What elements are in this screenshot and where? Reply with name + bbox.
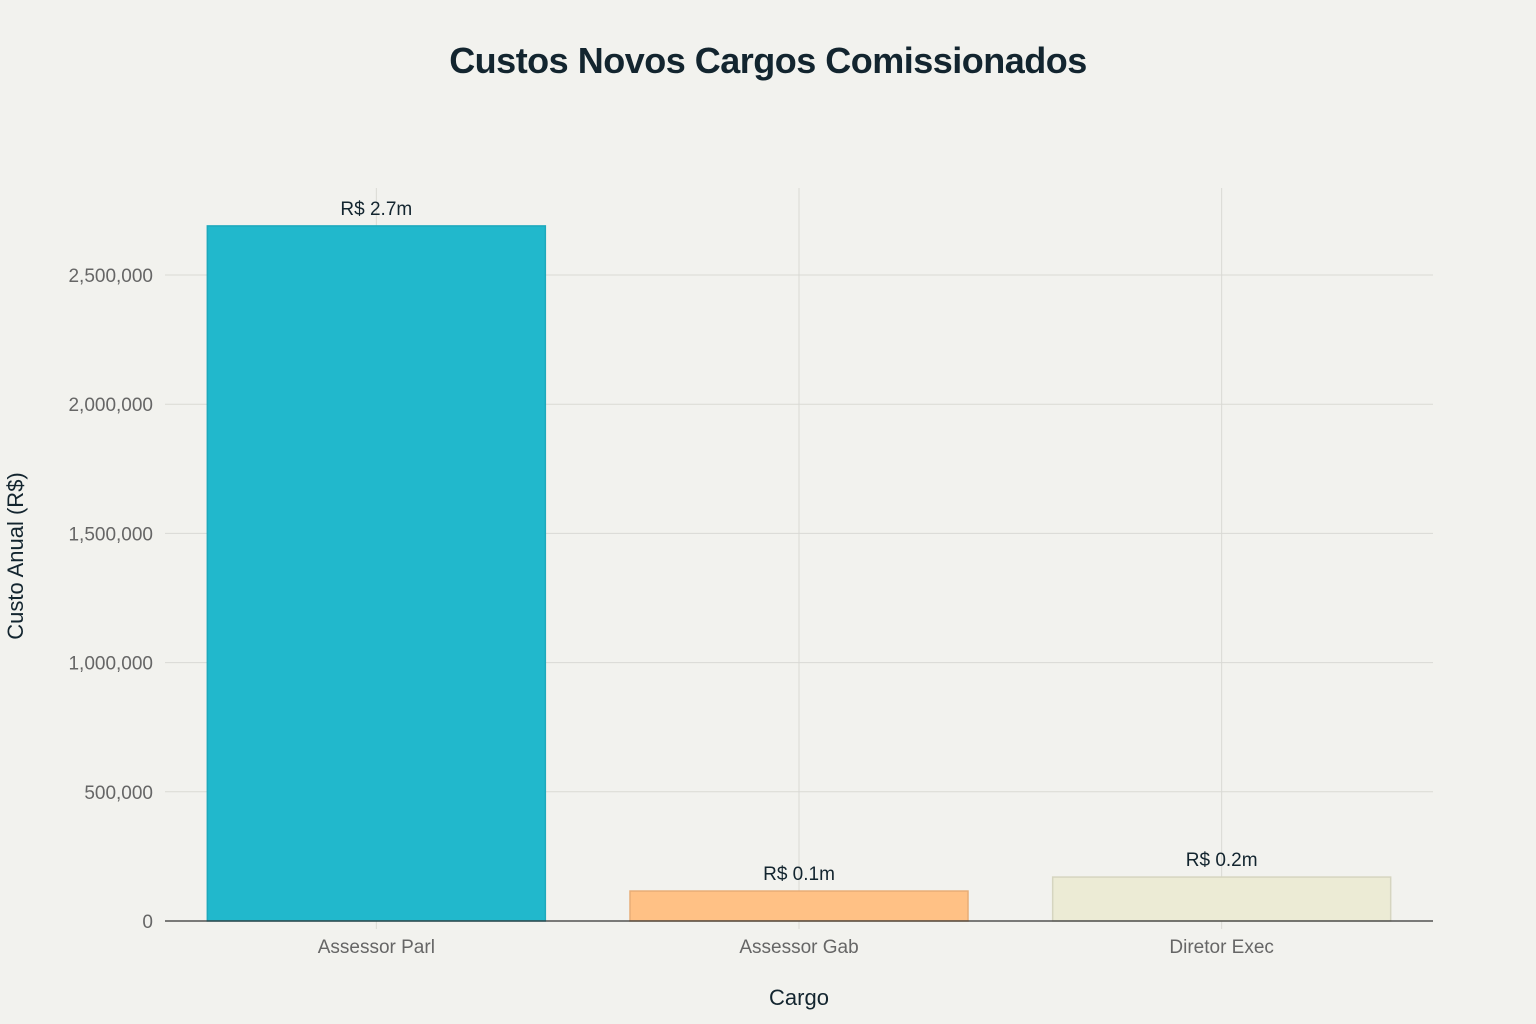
y-tick-label: 1,500,000 [68,524,153,545]
chart-title: Custos Novos Cargos Comissionados [449,40,1087,81]
bar-assessor-gab [629,890,969,922]
y-tick-label: 1,000,000 [68,654,153,675]
y-tick-label: 500,000 [84,783,153,804]
x-tick-label: Diretor Exec [1169,937,1274,958]
data-label: R$ 0.1m [763,864,835,885]
bar-diretor-exec [1051,876,1392,922]
bar-assessor-parl [206,225,547,922]
x-tick-label: Assessor Parl [318,937,435,958]
y-tick-label: 0 [142,912,153,933]
x-tick-label: Assessor Gab [739,937,858,958]
y-tick-label: 2,500,000 [68,266,153,287]
data-label: R$ 0.2m [1186,850,1258,871]
y-tick-label: 2,000,000 [68,395,153,416]
data-label: R$ 2.7m [340,199,412,220]
x-axis-label: Cargo [769,985,829,1010]
